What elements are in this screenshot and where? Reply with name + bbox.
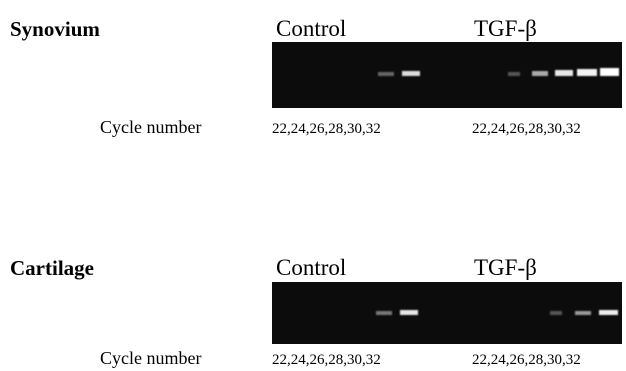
group-label: TGF-β <box>474 16 537 41</box>
band <box>555 70 573 76</box>
lane-labels: 22,24,26,28,30,32 <box>472 121 581 137</box>
band <box>376 311 392 315</box>
group-label: TGF-β <box>474 255 537 280</box>
lane-labels: 22,24,26,28,30,32 <box>272 121 381 137</box>
lane-labels: 22,24,26,28,30,32 <box>272 352 381 368</box>
panel-title: Synovium <box>10 17 100 41</box>
band <box>508 72 520 76</box>
band <box>532 71 548 76</box>
band <box>402 71 420 76</box>
gel <box>272 282 622 344</box>
band <box>378 72 394 76</box>
band <box>599 310 618 315</box>
figure: Synovium Control TGF-β Cycle number 22,2… <box>0 0 626 371</box>
panel-synovium: Synovium Control TGF-β Cycle number 22,2… <box>10 16 622 137</box>
group-label: Control <box>276 16 346 41</box>
band <box>577 69 597 76</box>
lane-labels: 22,24,26,28,30,32 <box>472 352 581 368</box>
band <box>550 311 562 315</box>
panel-cartilage: Cartilage Control TGF-β Cycle number 22,… <box>10 255 622 368</box>
cycle-label: Cycle number <box>100 348 201 368</box>
band <box>400 310 418 315</box>
group-label: Control <box>276 255 346 280</box>
panel-title: Cartilage <box>10 256 94 280</box>
band <box>575 311 591 315</box>
cycle-label: Cycle number <box>100 117 201 137</box>
band <box>600 68 619 76</box>
